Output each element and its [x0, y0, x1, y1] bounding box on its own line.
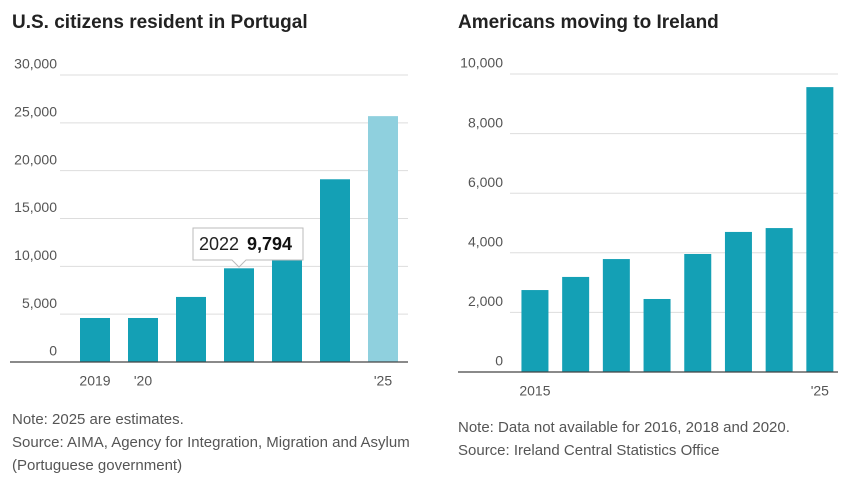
- bar: [602, 259, 630, 372]
- note: Source: Ireland Central Statistics Offic…: [458, 442, 720, 459]
- y-tick-label: 10,000: [460, 55, 503, 71]
- y-tick-label: 20,000: [14, 151, 57, 167]
- note: Note: 2025 are estimates.: [12, 411, 184, 428]
- y-tick-label: 5,000: [22, 295, 57, 311]
- tooltip-label: 2022: [199, 234, 239, 254]
- bar: [562, 276, 590, 372]
- bar: [521, 290, 549, 372]
- y-tick-label: 15,000: [14, 199, 57, 215]
- y-tick-label: 8,000: [468, 114, 503, 130]
- x-tick-label: '20: [134, 373, 152, 389]
- y-tick-label: 10,000: [14, 247, 57, 263]
- bar: [765, 228, 793, 372]
- x-tick-label: 2015: [519, 383, 550, 399]
- x-tick-label: 2019: [79, 373, 110, 389]
- y-tick-label: 2,000: [468, 293, 503, 309]
- y-tick-label: 30,000: [14, 56, 57, 72]
- x-tick-label: '25: [811, 383, 829, 399]
- y-tick-label: 0: [495, 353, 503, 369]
- tooltip-value: 9,794: [247, 234, 292, 254]
- bar: [176, 296, 206, 362]
- bar: [684, 253, 712, 372]
- chart-title: U.S. citizens resident in Portugal: [12, 12, 308, 33]
- tooltip-box: [192, 227, 304, 268]
- note: Note: Data not available for 2016, 2018 …: [458, 419, 790, 436]
- notes: Note: 2025 are estimates. Source: AIMA, …: [12, 408, 412, 477]
- bar: [128, 317, 158, 362]
- bar: [80, 317, 110, 362]
- y-tick-label: 4,000: [468, 234, 503, 250]
- x-tick-label: '25: [374, 373, 392, 389]
- bar: [368, 116, 398, 363]
- bar: [724, 231, 752, 372]
- chart-title: Americans moving to Ireland: [458, 12, 719, 33]
- note: Source: AIMA, Agency for Integration, Mi…: [12, 434, 410, 474]
- bar: [806, 87, 834, 372]
- bar: [320, 179, 350, 362]
- y-tick-label: 0: [49, 343, 57, 359]
- y-tick-label: 25,000: [14, 104, 57, 120]
- bar: [643, 298, 671, 372]
- bar: [224, 268, 254, 362]
- notes: Note: Data not available for 2016, 2018 …: [458, 416, 858, 462]
- y-tick-label: 6,000: [468, 174, 503, 190]
